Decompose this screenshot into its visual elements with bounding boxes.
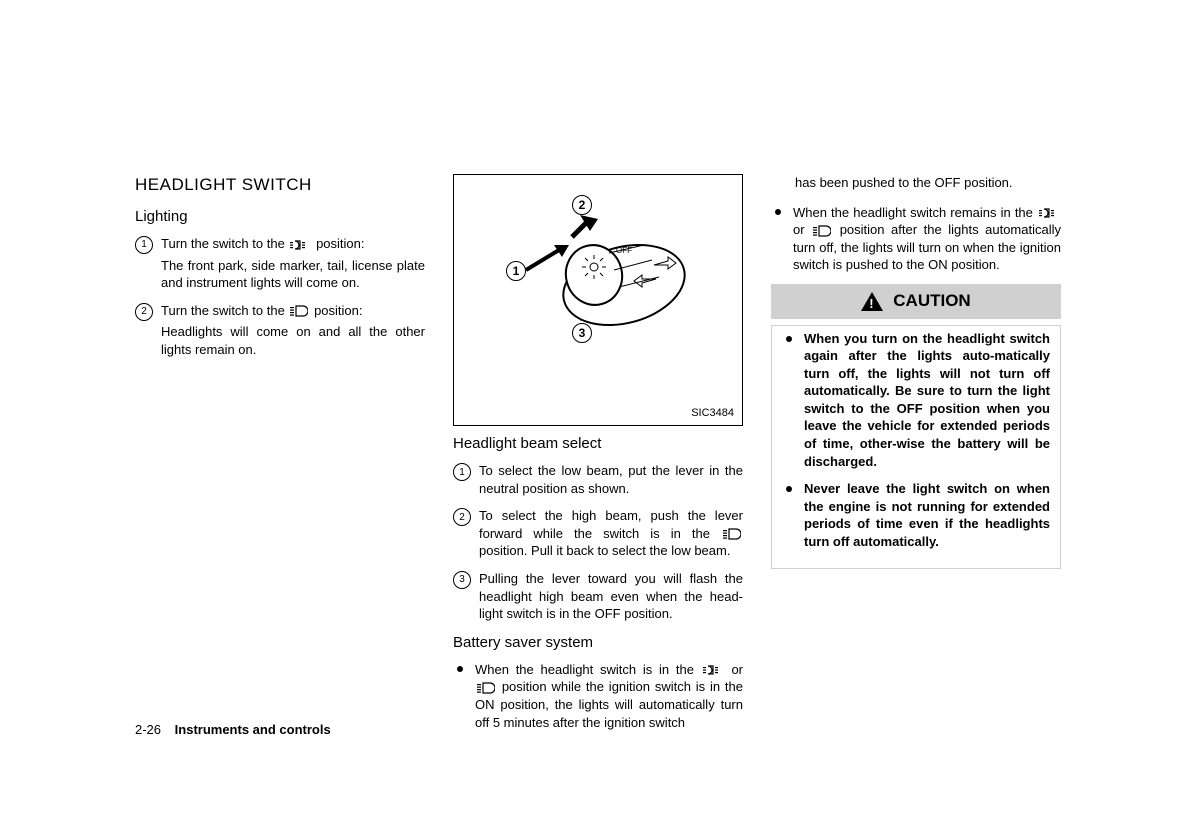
warning-triangle-icon xyxy=(861,292,883,311)
headlight-icon xyxy=(477,682,495,694)
column-3: has been pushed to the OFF position. Whe… xyxy=(771,174,1061,734)
continuation-text: has been pushed to the OFF position. xyxy=(795,174,1061,192)
step-text: Turn the switch to the position: The fro… xyxy=(161,235,425,292)
callout-2: 2 xyxy=(572,195,592,215)
callout-3: 3 xyxy=(572,323,592,343)
bullet-icon xyxy=(786,486,792,492)
bullet-text: When the headlight switch remains in the… xyxy=(793,204,1061,274)
park-light-icon xyxy=(1039,207,1059,219)
step-text: Turn the switch to the position: Headlig… xyxy=(161,302,425,359)
lever-svg: OFF xyxy=(454,175,742,423)
caution-header: CAUTION xyxy=(771,284,1061,319)
subsection-heading: Lighting xyxy=(135,207,425,227)
list-item: 1 To select the low beam, put the lever … xyxy=(453,462,743,497)
caution-item: Never leave the light switch on when the… xyxy=(782,480,1050,550)
headlight-icon xyxy=(723,528,741,540)
list-item: 2 Turn the switch to the position: Headl… xyxy=(135,302,425,359)
column-2: OFF 1 2 3 SIC3484 Headlight beam select … xyxy=(453,174,743,734)
list-item: When the headlight switch is in the or p… xyxy=(453,661,743,731)
lever-diagram: OFF 1 2 3 SIC3484 xyxy=(453,174,743,426)
page-footer: 2-26 Instruments and controls xyxy=(135,722,331,737)
step-number: 2 xyxy=(135,303,153,321)
caution-box: When you turn on the headlight switch ag… xyxy=(771,325,1061,570)
page-number: 2-26 xyxy=(135,722,161,737)
subsection-heading: Headlight beam select xyxy=(453,434,743,454)
subsection-heading: Battery saver system xyxy=(453,633,743,653)
figure-label: SIC3484 xyxy=(691,406,734,421)
step-number: 1 xyxy=(453,463,471,481)
bullet-icon xyxy=(457,666,463,672)
list-item: 1 Turn the switch to the position: The f… xyxy=(135,235,425,292)
caution-item: When you turn on the headlight switch ag… xyxy=(782,330,1050,470)
callout-1: 1 xyxy=(506,261,526,281)
caution-label: CAUTION xyxy=(893,290,970,313)
step-text: To select the high beam, push the lever … xyxy=(479,507,743,560)
section-name: Instruments and controls xyxy=(175,722,331,737)
headlight-icon xyxy=(813,225,831,237)
step-number: 2 xyxy=(453,508,471,526)
svg-text:OFF: OFF xyxy=(616,246,632,255)
list-item: When the headlight switch remains in the… xyxy=(771,204,1061,274)
step-number: 1 xyxy=(135,236,153,254)
step-text: To select the low beam, put the lever in… xyxy=(479,462,743,497)
list-item: 2 To select the high beam, push the leve… xyxy=(453,507,743,560)
list-item: 3 Pulling the lever toward you will flas… xyxy=(453,570,743,623)
column-1: HEADLIGHT SWITCH Lighting 1 Turn the swi… xyxy=(135,174,425,734)
park-light-icon xyxy=(703,664,723,676)
caution-text: When you turn on the headlight switch ag… xyxy=(804,330,1050,470)
bullet-icon xyxy=(786,336,792,342)
caution-text: Never leave the light switch on when the… xyxy=(804,480,1050,550)
section-heading: HEADLIGHT SWITCH xyxy=(135,174,425,197)
bullet-icon xyxy=(775,209,781,215)
step-text: Pulling the lever toward you will flash … xyxy=(479,570,743,623)
park-light-icon xyxy=(290,239,310,251)
manual-page: HEADLIGHT SWITCH Lighting 1 Turn the swi… xyxy=(135,174,1065,734)
bullet-text: When the headlight switch is in the or p… xyxy=(475,661,743,731)
step-number: 3 xyxy=(453,571,471,589)
headlight-icon xyxy=(290,305,308,317)
